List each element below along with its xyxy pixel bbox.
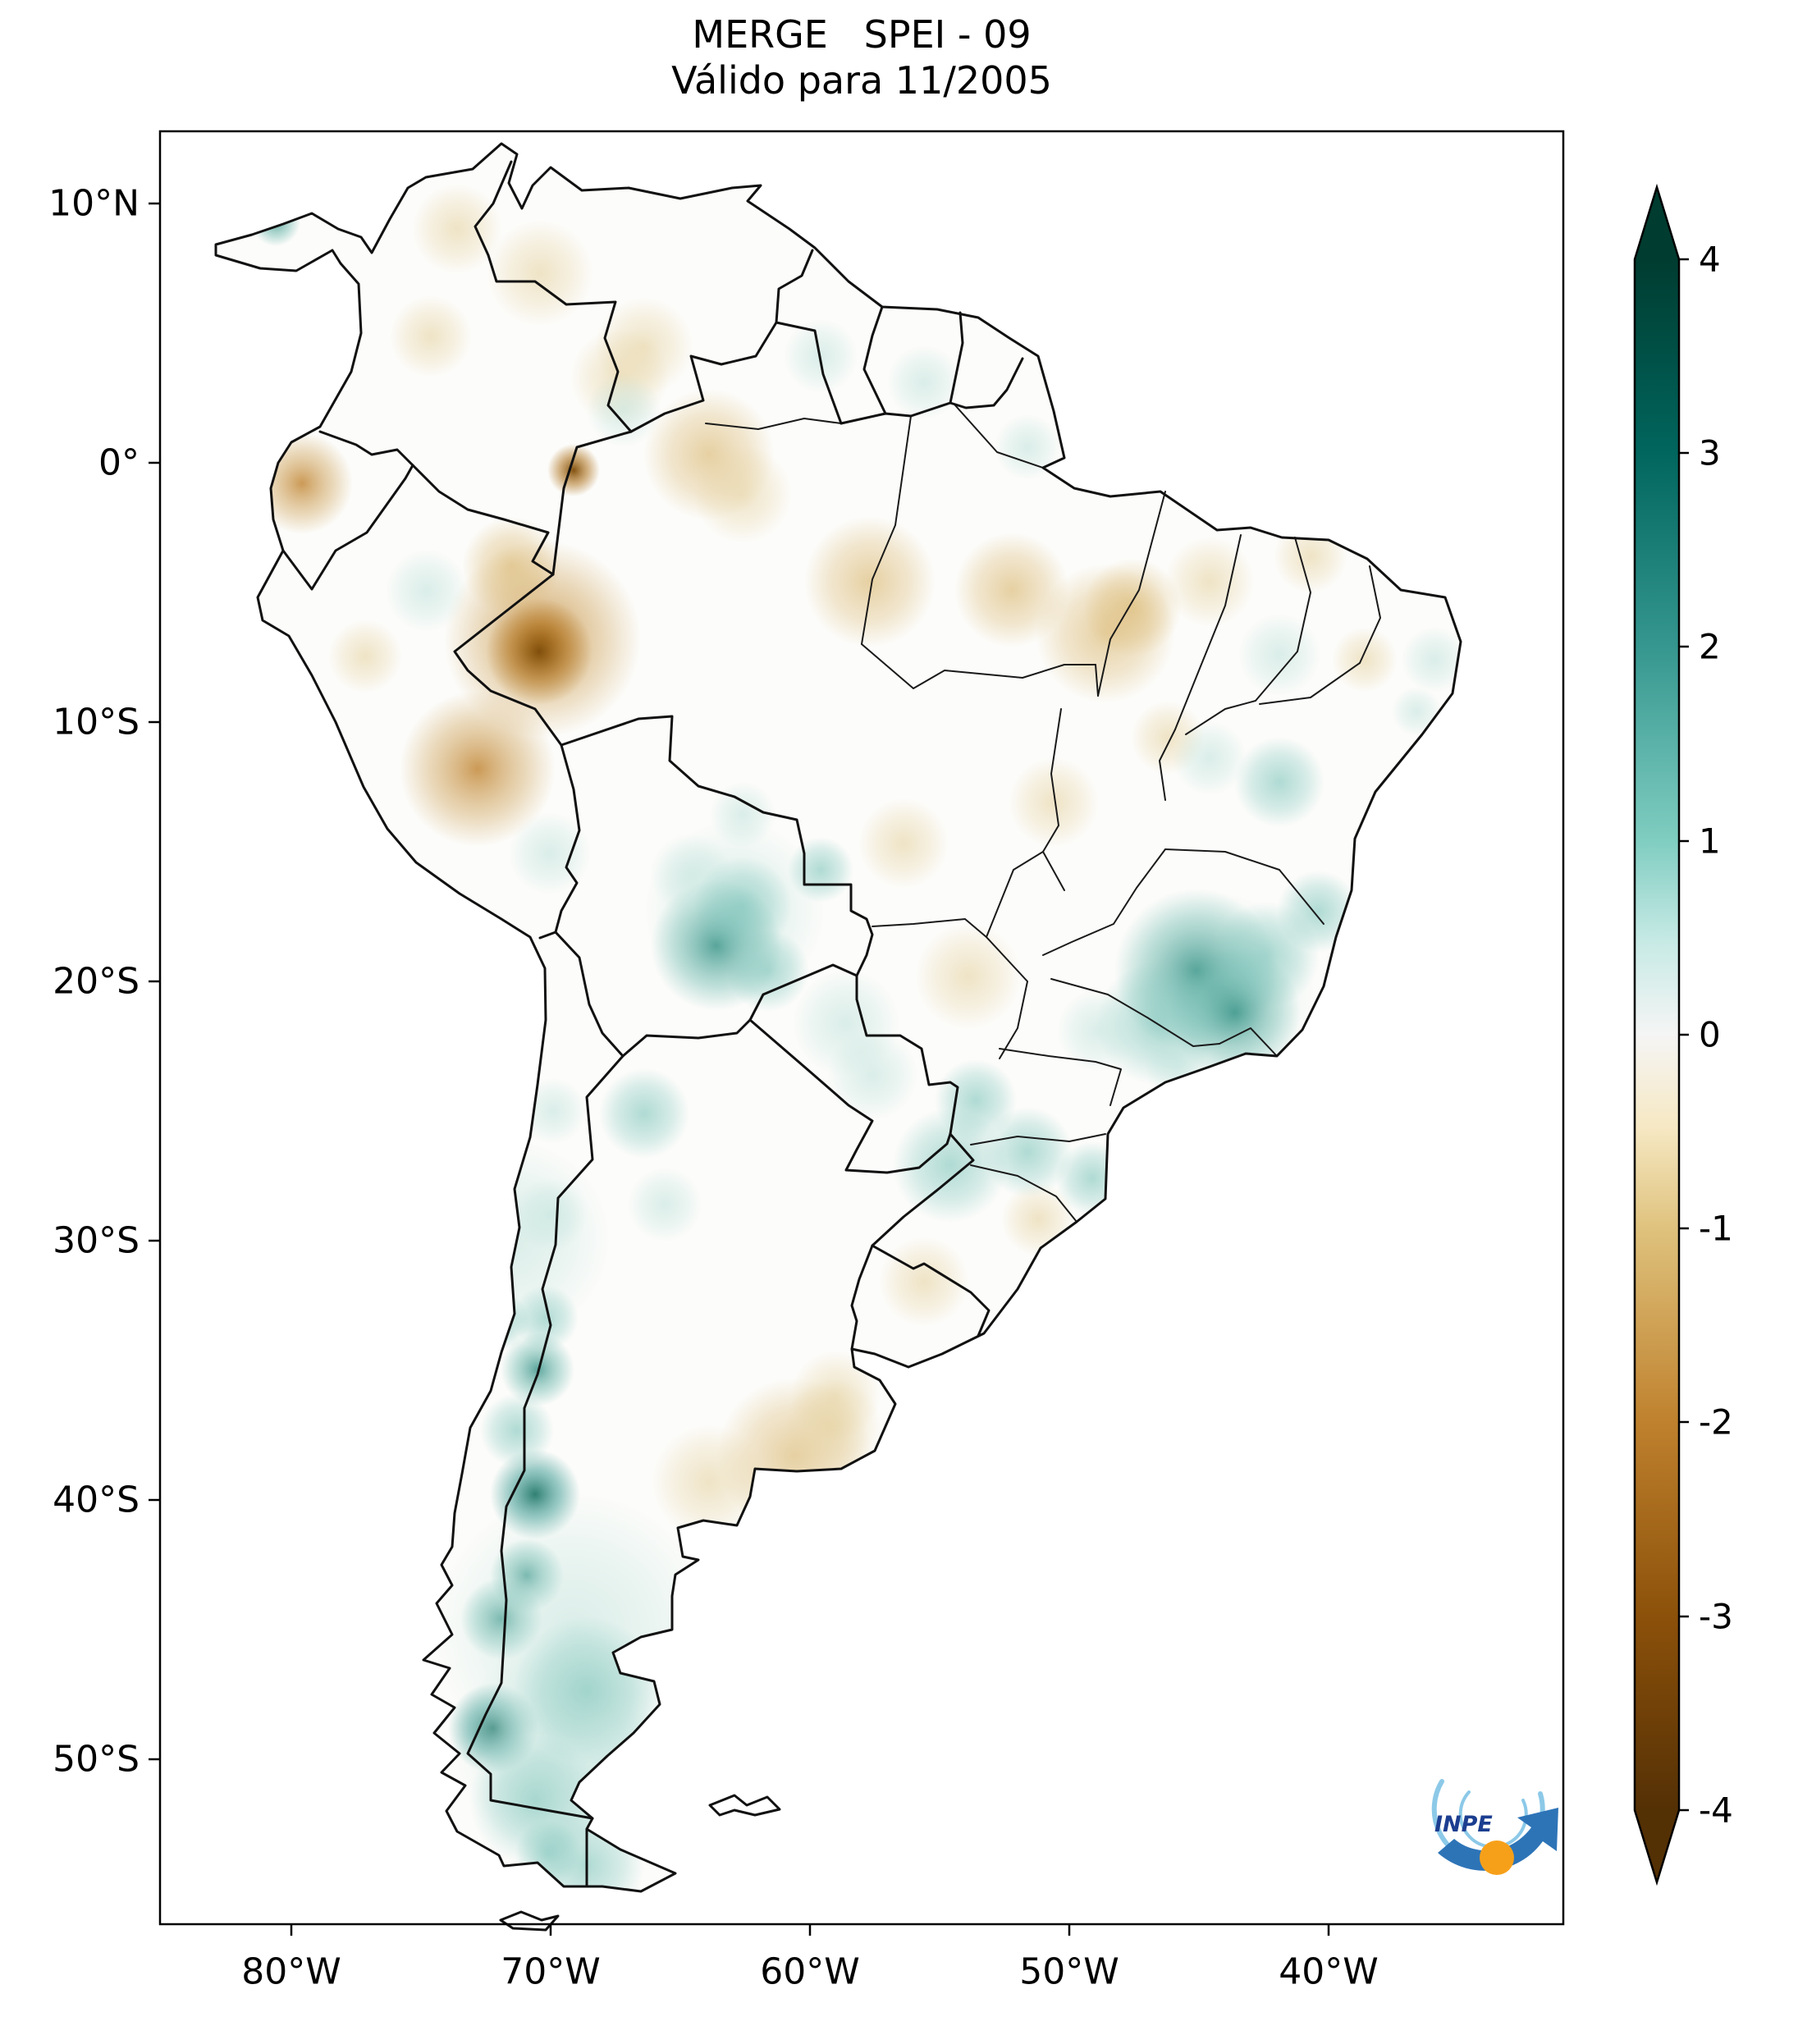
lon-tick-label: 40°W	[1279, 1951, 1379, 1993]
colorbar-tick-label: 3	[1699, 433, 1721, 473]
lat-tick-label: 40°S	[53, 1479, 140, 1521]
colorbar-extend-min	[1635, 1810, 1679, 1882]
island-south-of-tierra-del-fuego	[499, 1910, 560, 1932]
lat-tick-label: 50°S	[53, 1739, 140, 1781]
colorbar-extend-max	[1635, 187, 1679, 259]
state-borders	[705, 405, 1381, 1223]
colorbar-tick-label: 0	[1699, 1015, 1721, 1055]
colorbar-ticks	[1679, 258, 1689, 1812]
colorbar-tick-label: 1	[1699, 821, 1721, 862]
lat-axis: 10°N 0° 10°S 20°S 30°S 40°S 50°S	[48, 183, 160, 1781]
colorbar-tick-label: -4	[1699, 1790, 1733, 1831]
lon-tick-label: 50°W	[1019, 1951, 1119, 1993]
map-frame	[158, 130, 1565, 1926]
lon-tick-label: 70°W	[501, 1951, 601, 1993]
lon-tick-label: 80°W	[241, 1951, 341, 1993]
colorbar-tick-label: 4	[1699, 240, 1721, 280]
colorbar-tick-label: -3	[1699, 1597, 1733, 1637]
logo-text: INPE	[1434, 1812, 1493, 1837]
lon-tick-label: 60°W	[760, 1951, 860, 1993]
colorbar-tick-label: 2	[1699, 627, 1721, 667]
logo-arrow-icon	[1438, 1808, 1558, 1871]
map-area	[214, 142, 1462, 1932]
lat-tick-label: 10°N	[48, 183, 140, 225]
coastline	[214, 142, 1462, 1893]
lon-axis: 80°W 70°W 60°W 50°W 40°W	[241, 1924, 1379, 1993]
logo-orange-dot-icon	[1480, 1841, 1514, 1875]
lat-tick-label: 10°S	[53, 702, 140, 743]
country-borders	[281, 160, 1024, 1888]
lat-tick-label: 30°S	[53, 1220, 140, 1262]
island-falklands	[708, 1794, 781, 1817]
colorbar-tick-label: -1	[1699, 1209, 1733, 1249]
colorbar: 4 3 2 1 0 -1 -2 -3 -4	[1633, 183, 1733, 1886]
colorbar-gradient	[1635, 259, 1679, 1810]
colorbar-tick-label: -2	[1699, 1402, 1733, 1443]
chart-title: MERGE SPEI - 09	[692, 12, 1031, 57]
chart-subtitle: Válido para 11/2005	[671, 58, 1052, 103]
lat-tick-label: 20°S	[53, 961, 140, 1003]
lat-tick-label: 0°	[98, 442, 140, 484]
inpe-logo: INPE	[1431, 1779, 1558, 1875]
